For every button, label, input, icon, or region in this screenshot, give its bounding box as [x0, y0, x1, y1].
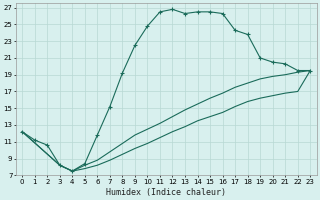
- X-axis label: Humidex (Indice chaleur): Humidex (Indice chaleur): [106, 188, 226, 197]
